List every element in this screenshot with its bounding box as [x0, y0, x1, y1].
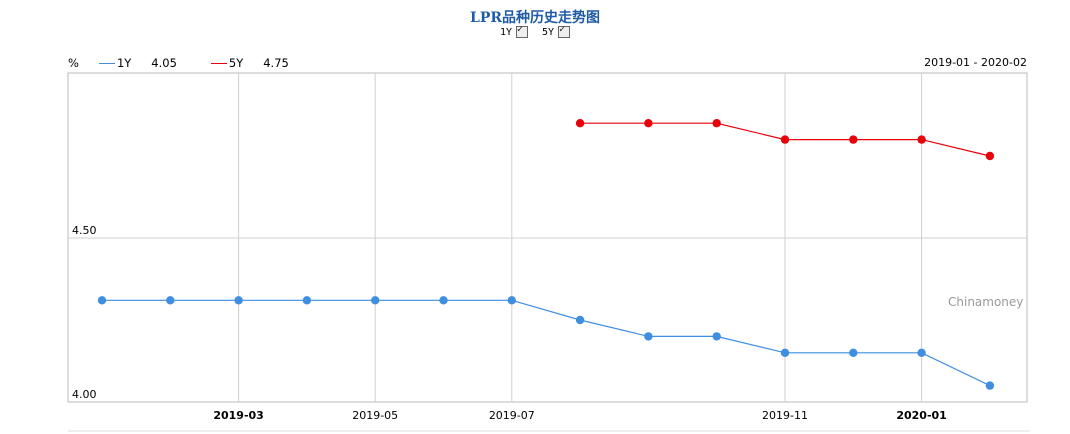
data-point-5Y-2019-08: [575, 119, 585, 128]
legend-swatch-5y: [210, 62, 227, 64]
data-point-1Y-2019-05: [371, 296, 380, 305]
legend: % 1Y 4.05 5Y 4.75: [68, 56, 323, 70]
range-sep: -: [973, 56, 978, 69]
x-tick-label-2019-11: 2019-11: [762, 409, 808, 422]
data-point-5Y-2019-11: [780, 135, 790, 144]
data-point-1Y-2019-01: [97, 296, 107, 305]
toggle-1y[interactable]: 1Y: [499, 24, 528, 38]
legend-name-5y: 5Y: [228, 56, 244, 70]
series-line-1Y: [102, 299, 991, 387]
data-point-5Y-2020-02: [985, 151, 995, 161]
data-point-1Y-2019-07: [507, 296, 516, 305]
data-point-1Y-2019-04: [302, 296, 312, 305]
legend-value-5y: 4.75: [263, 56, 289, 70]
data-point-1Y-2020-01: [917, 348, 926, 357]
range-start: 2019-01: [924, 56, 971, 69]
toggle-1y-checkbox[interactable]: [515, 24, 528, 38]
data-point-5Y-2019-10: [712, 119, 721, 128]
unit-label: %: [68, 56, 79, 70]
data-point-1Y-2019-02: [166, 296, 175, 305]
toggle-5y-checkbox[interactable]: [558, 24, 571, 38]
data-point-1Y-2020-02: [985, 381, 995, 390]
data-point-1Y-2019-03: [234, 296, 243, 305]
legend-name-1y: 1Y: [116, 56, 132, 70]
legend-swatch-1y: [98, 62, 115, 64]
data-point-1Y-2019-10: [712, 332, 721, 341]
toggle-5y-label: 5Y: [542, 26, 555, 38]
x-tick-label-2019-05: 2019-05: [352, 409, 398, 422]
range-end: 2020-02: [981, 56, 1027, 69]
toggle-1y-label: 1Y: [499, 26, 512, 38]
data-point-1Y-2019-12: [849, 348, 858, 357]
data-point-5Y-2019-12: [849, 135, 858, 144]
data-point-1Y-2019-09: [644, 332, 653, 341]
y-tick-label-4.50: 4.50: [72, 224, 97, 237]
chart-title: LPR品种历史走势图: [469, 10, 600, 26]
legend-item-1y: 1Y 4.05: [98, 56, 177, 70]
x-tick-label-2020-01: 2020-01: [896, 409, 947, 422]
date-range: 2019-01 - 2020-02: [924, 56, 1027, 69]
data-point-1Y-2019-11: [780, 348, 790, 357]
tick-labels: 2019-03 2019-05 2019-07 2019-11 2020-01 4.00 4…: [72, 224, 947, 422]
toggle-5y[interactable]: 5Y: [542, 24, 571, 38]
series-layer: [97, 119, 995, 390]
data-point-5Y-2019-09: [644, 119, 653, 128]
data-point-1Y-2019-06: [439, 296, 448, 305]
watermark: Chinamoney: [948, 295, 1023, 309]
series-toggles: 1Y 5Y: [0, 24, 1070, 38]
x-tick-label-2019-07: 2019-07: [489, 409, 535, 422]
data-point-1Y-2019-08: [575, 315, 585, 325]
legend-item-5y: 5Y 4.75: [210, 56, 289, 70]
grid: [68, 73, 1027, 402]
x-tick-label-2019-03: 2019-03: [213, 409, 264, 422]
data-point-5Y-2020-01: [917, 135, 926, 144]
legend-value-1y: 4.05: [151, 56, 177, 70]
y-tick-label-4.00: 4.00: [72, 388, 97, 401]
